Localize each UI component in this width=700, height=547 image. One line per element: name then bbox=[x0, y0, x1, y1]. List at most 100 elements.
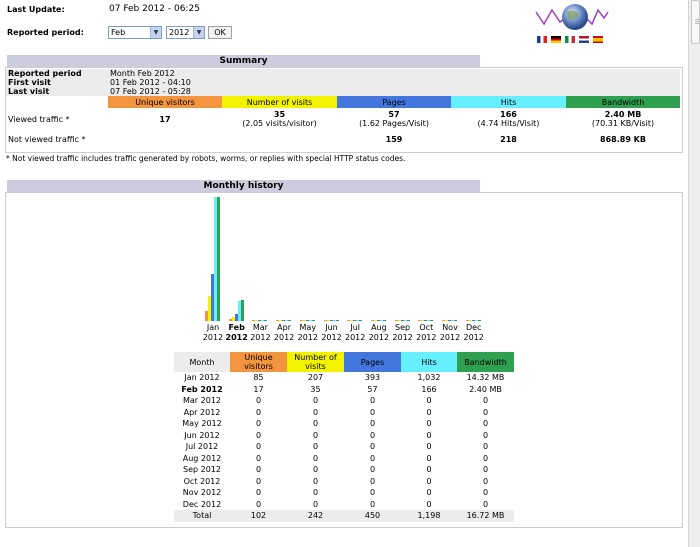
table-row: Dec 2012 0 0 0 0 0 bbox=[174, 499, 514, 511]
monthly-history-title: Monthly history bbox=[7, 180, 480, 192]
viewed-visits: 35 bbox=[273, 110, 286, 119]
cell-month: Jun 2012 bbox=[184, 430, 220, 440]
awstats-logo-icon bbox=[535, 4, 609, 30]
flag-fr-icon[interactable] bbox=[537, 36, 547, 43]
cell-visitors: 0 bbox=[255, 430, 262, 440]
month-select[interactable]: Feb ▼ bbox=[108, 26, 162, 39]
bar-pages-oct-2012 bbox=[424, 320, 428, 321]
ok-button[interactable]: OK bbox=[208, 26, 232, 39]
bar-pages-sep-2012 bbox=[400, 320, 404, 321]
cell-hits: 0 bbox=[426, 499, 432, 509]
total-visitors: 102 bbox=[250, 511, 267, 521]
x-tick-label: Feb 2012 bbox=[225, 323, 248, 342]
cell-hits: 166 bbox=[421, 384, 437, 394]
flag-de-icon[interactable] bbox=[551, 36, 561, 43]
bar-unique-visitors-feb-2012 bbox=[228, 319, 232, 321]
cell-pages: 0 bbox=[369, 430, 376, 440]
bar-number-of-visits-dec-2012 bbox=[468, 320, 472, 321]
hist-col-number-of-visits: Number of visits bbox=[287, 352, 344, 372]
bar-unique-visitors-jan-2012 bbox=[205, 311, 208, 321]
bar-number-of-visits-sep-2012 bbox=[397, 320, 401, 321]
bar-hits-aug-2012 bbox=[379, 320, 383, 321]
bar-bandwidth-mar-2012 bbox=[264, 320, 268, 321]
summary-table: Reported period Month Feb 2012 First visi… bbox=[6, 69, 680, 148]
cell-bandwidth: 0 bbox=[482, 430, 489, 440]
reported-period-label: Reported period: bbox=[7, 28, 84, 37]
cell-visitors: 0 bbox=[255, 442, 262, 452]
cell-hits: 0 bbox=[426, 465, 432, 475]
cell-visitors: 0 bbox=[255, 453, 262, 463]
not-viewed-pages: 159 bbox=[385, 134, 403, 144]
cell-visits: 0 bbox=[312, 430, 319, 440]
monthly-history-panel bbox=[5, 192, 683, 528]
table-row: Jan 2012 85 207 393 1,032 14.32 MB bbox=[174, 372, 514, 384]
cell-pages: 0 bbox=[369, 442, 376, 452]
cell-pages: 0 bbox=[369, 488, 376, 498]
bar-bandwidth-sep-2012 bbox=[406, 320, 410, 321]
scrollbar-thumb[interactable] bbox=[691, 0, 700, 44]
summary-panel bbox=[5, 67, 683, 153]
cell-bandwidth: 0 bbox=[482, 419, 489, 429]
total-hits: 1,198 bbox=[417, 511, 441, 521]
cell-visitors: 0 bbox=[255, 499, 262, 509]
cell-hits: 0 bbox=[426, 430, 432, 440]
cell-month: Sep 2012 bbox=[183, 465, 221, 475]
table-row: Mar 2012 0 0 0 0 0 bbox=[174, 395, 514, 407]
bar-hits-jul-2012 bbox=[356, 320, 360, 321]
col-pages: Pages bbox=[337, 96, 451, 108]
flag-es-icon[interactable] bbox=[593, 36, 603, 43]
flag-it-icon[interactable] bbox=[565, 36, 575, 43]
flag-nl-icon[interactable] bbox=[579, 36, 589, 43]
cell-visitors: 0 bbox=[255, 419, 262, 429]
cell-pages: 0 bbox=[369, 476, 376, 486]
bar-number-of-visits-nov-2012 bbox=[445, 320, 448, 321]
cell-visitors: 17 bbox=[253, 384, 264, 394]
cell-pages: 0 bbox=[369, 499, 376, 509]
bar-pages-feb-2012 bbox=[234, 314, 238, 321]
cell-bandwidth: 0 bbox=[482, 488, 489, 498]
bar-hits-sep-2012 bbox=[403, 320, 407, 321]
chevron-down-icon[interactable]: ▼ bbox=[150, 27, 161, 38]
cell-visitors: 0 bbox=[255, 488, 262, 498]
bar-pages-dec-2012 bbox=[471, 320, 475, 321]
cell-month: Feb 2012 bbox=[181, 384, 223, 394]
total-pages: 450 bbox=[364, 511, 381, 521]
viewed-visits-sub: (2.05 visits/visitor) bbox=[242, 119, 317, 128]
cell-month: Aug 2012 bbox=[182, 453, 222, 463]
cell-visits: 0 bbox=[312, 488, 319, 498]
viewed-hits: 166 bbox=[500, 110, 517, 119]
cell-visits: 0 bbox=[312, 407, 319, 417]
x-tick-label: Nov 2012 bbox=[439, 323, 461, 342]
bar-number-of-visits-jan-2012 bbox=[208, 296, 211, 321]
chevron-down-icon[interactable]: ▼ bbox=[193, 27, 204, 38]
footnote: * Not viewed traffic includes traffic ge… bbox=[6, 154, 406, 163]
bar-hits-mar-2012 bbox=[261, 320, 265, 321]
bar-bandwidth-jan-2012 bbox=[217, 197, 220, 321]
bar-pages-mar-2012 bbox=[258, 320, 262, 321]
bar-bandwidth-feb-2012 bbox=[240, 300, 244, 321]
bar-hits-oct-2012 bbox=[427, 320, 431, 321]
cell-bandwidth: 0 bbox=[482, 499, 489, 509]
total-bandwidth: 16.72 MB bbox=[466, 511, 505, 521]
x-tick-label: Jul 2012 bbox=[345, 323, 366, 342]
cell-hits: 0 bbox=[426, 476, 432, 486]
not-viewed-traffic-label: Not viewed traffic * bbox=[8, 134, 86, 144]
bar-pages-apr-2012 bbox=[282, 320, 286, 321]
bar-hits-jun-2012 bbox=[332, 320, 336, 321]
month-select-value: Feb bbox=[111, 28, 126, 37]
viewed-pages-sub: (1.62 Pages/Visit) bbox=[359, 119, 429, 128]
x-tick-label: Jan 2012 bbox=[202, 323, 224, 342]
bar-number-of-visits-jul-2012 bbox=[350, 320, 354, 321]
table-row: Nov 2012 0 0 0 0 0 bbox=[174, 487, 514, 499]
cell-bandwidth: 0 bbox=[482, 396, 489, 406]
bar-bandwidth-dec-2012 bbox=[477, 320, 481, 321]
bar-number-of-visits-oct-2012 bbox=[421, 320, 425, 321]
cell-visitors: 0 bbox=[255, 396, 262, 406]
cell-month: Jul 2012 bbox=[185, 442, 219, 452]
cell-pages: 0 bbox=[369, 465, 376, 475]
vertical-scrollbar[interactable] bbox=[688, 0, 700, 547]
year-select[interactable]: 2012 ▼ bbox=[166, 26, 205, 39]
cell-visits: 0 bbox=[312, 476, 319, 486]
bar-unique-visitors-oct-2012 bbox=[418, 320, 422, 321]
cell-visitors: 0 bbox=[255, 407, 262, 417]
